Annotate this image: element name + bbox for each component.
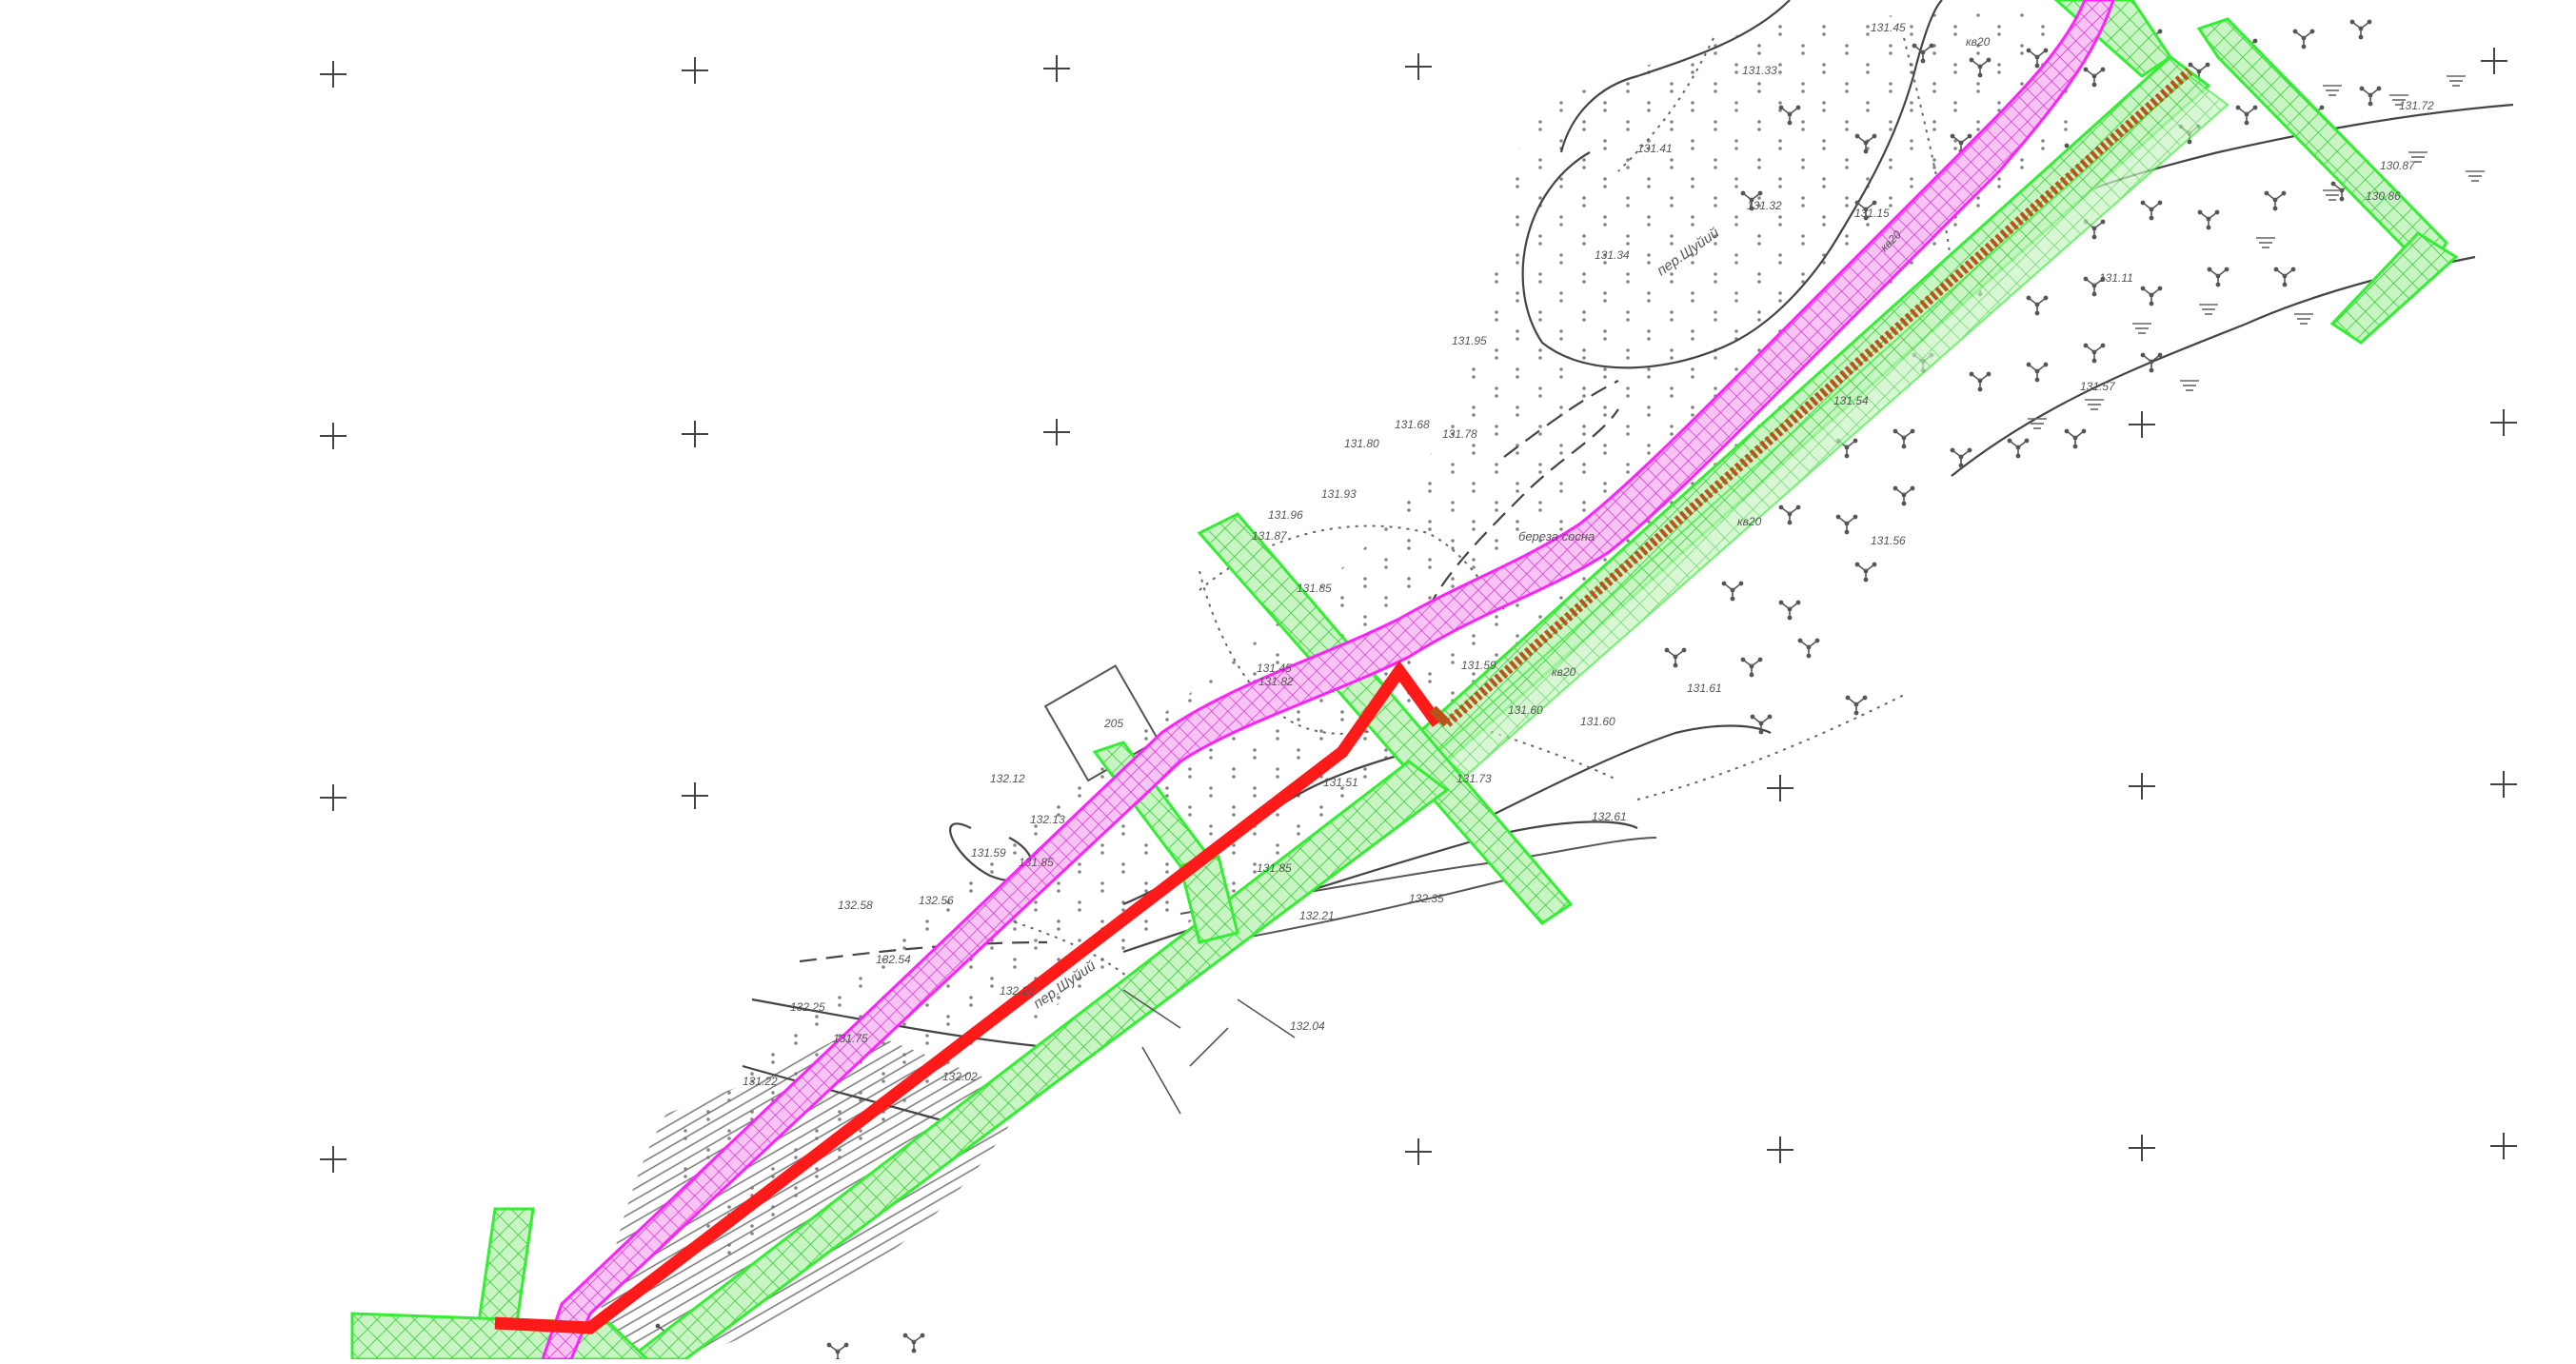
grid-cross [1405,53,1432,80]
spot-height: 131.33 [1742,64,1777,77]
spot-height: 131.15 [1854,207,1890,220]
building-number: 205 [1103,717,1123,730]
grid-cross [2490,1133,2517,1159]
grid-cross [320,61,347,88]
grid-cross [320,784,347,811]
grid-cross [1043,55,1070,82]
grid-cross [320,423,347,449]
vegetation-label: береза сосна [1518,529,1595,544]
spot-height: 131.45 [1871,21,1906,34]
grid-crosses [320,48,2517,1173]
spot-height: 132.25 [790,1000,825,1014]
grid-cross [1043,419,1070,445]
grid-cross [1767,1137,1793,1163]
spot-height: 132.12 [990,772,1025,785]
spot-height: 132.58 [838,899,873,912]
spot-height: 131.45 [1257,662,1292,675]
spot-height: 131.93 [1321,487,1357,501]
spot-height: 131.61 [1687,682,1722,695]
spot-height: 131.87 [1252,529,1288,543]
spot-height: 132.04 [1290,1019,1325,1033]
spot-height: 131.78 [1442,427,1477,441]
grid-cross [2490,409,2517,436]
quarter-label: кв20 [1966,35,1991,49]
grid-cross [2129,411,2155,438]
grid-cross [682,421,708,447]
grid-cross [2129,1135,2155,1161]
spot-height: 132.21 [1299,909,1335,922]
quarter-label: кв20 [1737,515,1762,528]
spot-height: 130.86 [2366,189,2401,203]
grid-cross [2490,771,2517,798]
spot-height: 131.85 [1297,582,1332,595]
fence-ticks [1122,989,1296,1115]
spot-height: 132.54 [876,953,911,966]
spot-height: 131.75 [833,1032,868,1045]
spot-height: 131.59 [971,846,1006,860]
spot-height: 131.34 [1595,248,1630,262]
spot-height: 132.61 [1592,810,1627,823]
spot-height: 132.13 [1030,813,1065,826]
spot-height: 131.57 [2080,380,2116,393]
spot-height: 131.59 [1461,659,1496,672]
spot-height: 131.22 [743,1075,778,1088]
slope-hatch-area [590,1028,1028,1359]
spot-height: 132.02 [942,1070,978,1083]
grid-cross [2481,48,2507,74]
spot-height: 131.85 [1257,861,1292,875]
brown-pipeline-connector[interactable] [1429,705,1451,727]
grid-cross [682,782,708,809]
grid-cross [320,1146,347,1173]
red-pipeline[interactable] [494,660,1443,1334]
grid-cross [682,57,708,84]
spot-height: 132.20 [1000,984,1035,998]
spot-height: 131.72 [2399,99,2434,112]
spot-height: 131.73 [1456,772,1492,785]
spot-height: 131.51 [1323,776,1358,789]
spot-height: 131.11 [2099,271,2133,285]
spot-height: 131.95 [1452,334,1487,347]
spot-height: 132.35 [1409,892,1444,905]
brown-pipeline[interactable] [1443,68,2193,727]
spot-height: 131.82 [1258,675,1294,688]
spot-height: 130.87 [2380,159,2416,172]
quarter-label: кв20 [1552,665,1576,679]
spot-height: 131.54 [1833,394,1869,407]
spot-height: 131.96 [1268,508,1303,522]
spot-height: 131.80 [1344,437,1379,450]
grid-cross [2129,773,2155,800]
spot-height: 131.60 [1580,715,1615,728]
dotted-borders [989,37,1952,991]
grid-cross [1767,775,1793,801]
grid-cross [1405,1138,1432,1165]
spot-height: 131.41 [1637,142,1673,155]
spot-height-labels: 131.45 131.33 131.41 131.34 131.32 131.1… [743,21,2434,1088]
spot-height: 131.60 [1508,703,1543,717]
spot-height: 131.32 [1747,199,1782,212]
spot-height: 132.56 [919,894,954,907]
green-corridor[interactable] [350,0,2459,1361]
spot-height: 131.85 [1019,856,1054,869]
spot-height: 131.56 [1871,534,1906,547]
spot-height: 131.68 [1395,418,1430,431]
